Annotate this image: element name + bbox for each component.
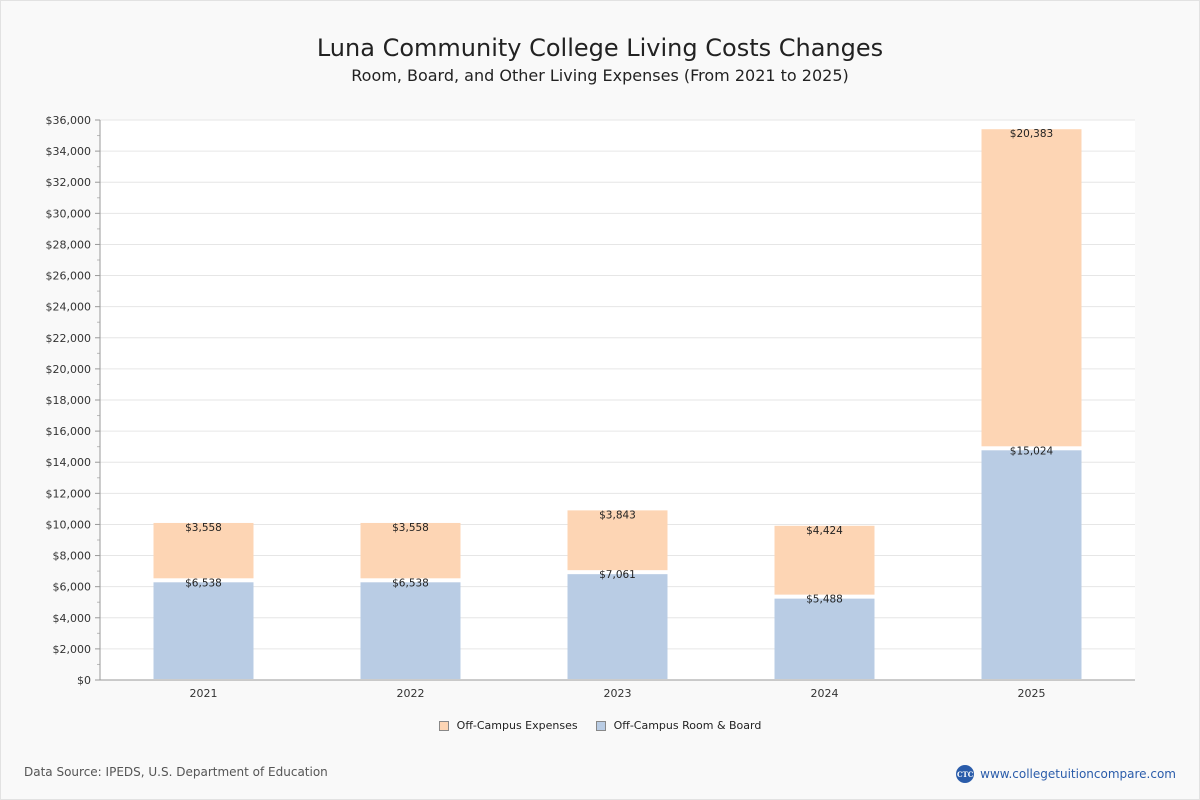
x-tick-label: 2025 [1018, 687, 1046, 700]
bar-off-campus-expenses-2025[interactable] [981, 129, 1082, 447]
y-tick-label: $0 [77, 674, 91, 687]
y-tick-label: $12,000 [46, 487, 92, 500]
y-tick-label: $10,000 [46, 518, 92, 531]
y-tick-label: $36,000 [46, 114, 92, 127]
y-tick-label: $30,000 [46, 207, 92, 220]
legend-item-off-campus-expenses[interactable]: Off-Campus Expenses [438, 719, 578, 732]
legend-swatch-room-board [595, 720, 606, 731]
y-tick-label: $8,000 [53, 550, 92, 563]
x-tick-label: 2022 [397, 687, 425, 700]
bar-off-campus-room-board-2021[interactable] [153, 582, 254, 679]
y-tick-label: $4,000 [53, 612, 92, 625]
chart-subtitle: Room, Board, and Other Living Expenses (… [351, 66, 849, 85]
brand-url: www.collegetuitioncompare.com [980, 767, 1176, 781]
data-source-note: Data Source: IPEDS, U.S. Department of E… [24, 765, 328, 779]
bar-off-campus-expenses-2024[interactable] [774, 525, 875, 595]
data-label: $7,061 [599, 569, 636, 581]
data-label: $20,383 [1010, 128, 1053, 140]
bar-off-campus-room-board-2022[interactable] [360, 582, 461, 679]
data-label: $3,843 [599, 509, 636, 521]
bar-off-campus-expenses-2021[interactable] [153, 522, 254, 579]
bar-off-campus-room-board-2025[interactable] [981, 450, 1082, 679]
x-tick-label: 2023 [604, 687, 632, 700]
data-label: $15,024 [1010, 445, 1054, 457]
y-tick-label: $20,000 [46, 363, 92, 376]
data-label: $3,558 [185, 522, 222, 534]
bar-off-campus-expenses-2022[interactable] [360, 522, 461, 579]
y-tick-label: $6,000 [53, 581, 92, 594]
chart-title: Luna Community College Living Costs Chan… [316, 34, 884, 62]
y-tick-label: $28,000 [46, 238, 92, 251]
chart-legend: Off-Campus Expenses Off-Campus Room & Bo… [0, 719, 1200, 732]
data-label: $6,538 [185, 577, 222, 589]
y-tick-label: $24,000 [46, 301, 92, 314]
y-tick-label: $32,000 [46, 176, 92, 189]
legend-label-expenses: Off-Campus Expenses [456, 719, 578, 732]
data-label: $6,538 [392, 577, 429, 589]
y-tick-label: $2,000 [53, 643, 92, 656]
bar-off-campus-room-board-2024[interactable] [774, 598, 875, 679]
y-tick-label: $16,000 [46, 425, 92, 438]
y-tick-label: $34,000 [46, 145, 92, 158]
brand-link[interactable]: CTC www.collegetuitioncompare.com [956, 765, 1176, 783]
brand-logo-icon: CTC [956, 765, 975, 783]
data-label: $3,558 [392, 522, 429, 534]
y-tick-label: $26,000 [46, 270, 92, 283]
legend-item-off-campus-room-board[interactable]: Off-Campus Room & Board [595, 719, 762, 732]
y-tick-label: $14,000 [46, 456, 92, 469]
y-tick-label: $22,000 [46, 332, 92, 345]
bar-off-campus-expenses-2023[interactable] [567, 510, 668, 571]
bar-off-campus-room-board-2023[interactable] [567, 574, 668, 679]
y-tick-label: $18,000 [46, 394, 92, 407]
x-tick-label: 2021 [190, 687, 218, 700]
data-label: $4,424 [806, 525, 843, 537]
legend-label-room-board: Off-Campus Room & Board [613, 719, 762, 732]
data-label: $5,488 [806, 594, 843, 606]
legend-swatch-expenses [438, 720, 449, 731]
x-tick-label: 2024 [811, 687, 839, 700]
